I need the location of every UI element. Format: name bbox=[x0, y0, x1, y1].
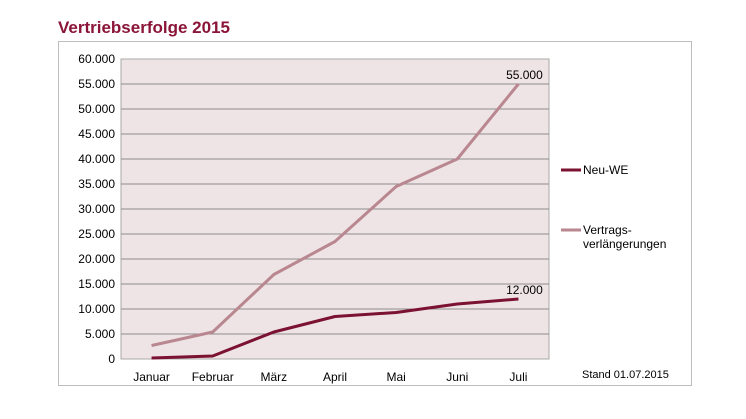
y-tick-label: 50.000 bbox=[78, 102, 115, 116]
x-tick-label: Juni bbox=[446, 370, 468, 384]
legend-label: Neu-WE bbox=[583, 163, 628, 177]
y-tick-label: 10.000 bbox=[78, 302, 115, 316]
x-tick-label: Juli bbox=[509, 370, 527, 384]
x-tick-label: März bbox=[261, 370, 288, 384]
data-label: 12.000 bbox=[506, 283, 543, 297]
y-tick-label: 5.000 bbox=[85, 327, 115, 341]
x-tick-label: Februar bbox=[192, 370, 234, 384]
x-tick-label: April bbox=[323, 370, 347, 384]
footnote: Stand 01.07.2015 bbox=[582, 369, 669, 381]
y-tick-label: 45.000 bbox=[78, 127, 115, 141]
y-tick-label: 20.000 bbox=[78, 252, 115, 266]
y-tick-label: 35.000 bbox=[78, 177, 115, 191]
y-tick-label: 40.000 bbox=[78, 152, 115, 166]
x-tick-label: Januar bbox=[133, 370, 170, 384]
y-tick-label: 25.000 bbox=[78, 227, 115, 241]
chart-frame bbox=[58, 41, 692, 386]
y-tick-label: 55.000 bbox=[78, 77, 115, 91]
legend-label: Vertrags-verlängerungen bbox=[583, 223, 666, 251]
y-tick-label: 15.000 bbox=[78, 277, 115, 291]
chart-title: Vertriebserfolge 2015 bbox=[58, 18, 230, 37]
x-tick-label: Mai bbox=[386, 370, 405, 384]
y-tick-label: 0 bbox=[108, 352, 115, 366]
y-tick-label: 30.000 bbox=[78, 202, 115, 216]
y-tick-label: 60.000 bbox=[78, 52, 115, 66]
data-label: 55.000 bbox=[506, 68, 543, 82]
